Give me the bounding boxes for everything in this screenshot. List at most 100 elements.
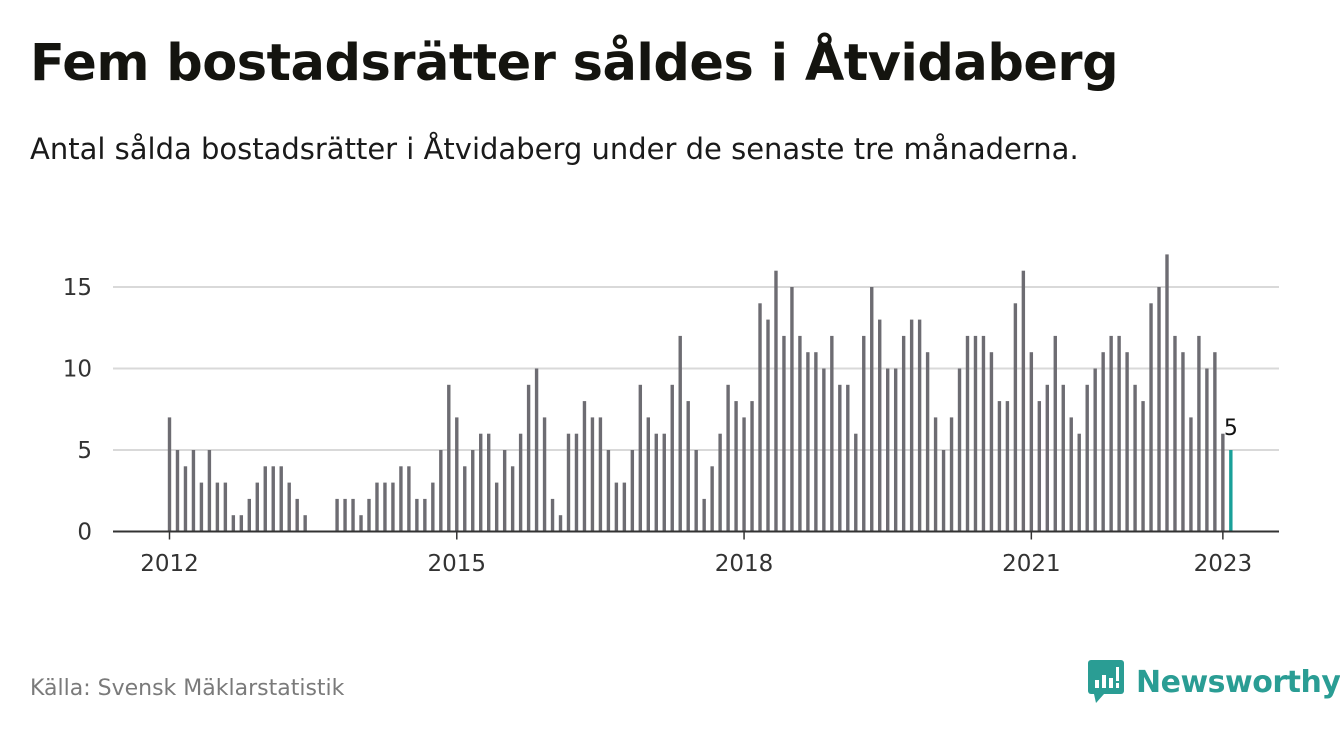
bar (215, 482, 220, 532)
bar (479, 433, 483, 532)
x-tick-label: 2015 (428, 551, 487, 577)
bar (223, 482, 228, 532)
bar (175, 450, 180, 532)
bar (670, 384, 674, 532)
bar (925, 352, 930, 532)
bar (870, 287, 874, 532)
bar (614, 482, 619, 532)
bar (678, 335, 682, 532)
bar (774, 270, 778, 532)
bar (798, 335, 802, 532)
bar (1149, 303, 1153, 532)
bar (1101, 352, 1105, 532)
bar (383, 482, 387, 532)
bar (1005, 401, 1010, 532)
bar (862, 335, 866, 532)
bar (965, 335, 970, 532)
bar (463, 466, 467, 532)
bar-latest (1229, 450, 1233, 532)
bar (510, 466, 515, 532)
bar (710, 466, 714, 532)
bar (590, 417, 595, 532)
bar (255, 482, 259, 532)
bar (487, 433, 491, 532)
bar (893, 368, 898, 532)
bar (917, 319, 922, 532)
bars: 5 (167, 254, 1238, 532)
bar (343, 498, 347, 532)
bar (542, 417, 547, 532)
bar (303, 515, 307, 532)
bar (335, 498, 339, 532)
bar (662, 433, 666, 532)
bar (957, 368, 962, 532)
bar (782, 335, 786, 532)
bar (1021, 270, 1026, 532)
bar (574, 433, 579, 532)
bar (718, 433, 722, 532)
x-tick-label: 2018 (715, 551, 774, 577)
chart-title: Fem bostadsrätter såldes i Åtvidaberg (30, 34, 1119, 93)
bar (1013, 303, 1018, 532)
bar (423, 498, 427, 532)
bar (407, 466, 411, 532)
bar (1133, 384, 1137, 532)
bar (191, 450, 196, 532)
newsworthy-logo[interactable]: Newsworthy (1088, 660, 1340, 704)
bar (239, 515, 244, 532)
bar (1125, 352, 1129, 532)
bar (558, 515, 563, 532)
bar-chart: 5 0 5 10 15 2012 2015 2018 2021 2023 (63, 254, 1279, 577)
newsworthy-logo-text: Newsworthy (1136, 664, 1340, 700)
bar (1181, 352, 1185, 532)
bar (1069, 417, 1073, 532)
bar (989, 352, 994, 532)
bar (199, 482, 204, 532)
y-tick-label: 5 (77, 438, 92, 464)
bar (758, 303, 762, 532)
bar (295, 498, 299, 532)
bar (526, 384, 531, 532)
bar (359, 515, 363, 532)
bar (271, 466, 275, 532)
source-note: Källa: Svensk Mäklarstatistik (30, 676, 345, 701)
bar (1109, 335, 1113, 532)
bar (854, 433, 858, 532)
bar (933, 417, 938, 532)
bar (1213, 352, 1217, 532)
bar (630, 450, 635, 532)
bar (518, 433, 523, 532)
y-tick-label: 10 (63, 357, 92, 383)
bar (1053, 335, 1057, 532)
bar (167, 417, 172, 532)
bar (279, 466, 283, 532)
bar (1037, 401, 1042, 532)
bar (654, 433, 658, 532)
bar (726, 384, 730, 532)
bar (814, 352, 818, 532)
bar (1173, 335, 1177, 532)
bar (846, 384, 850, 532)
bar (1221, 433, 1225, 532)
bar (582, 401, 587, 532)
bar (766, 319, 770, 532)
bar (1157, 287, 1161, 532)
bar (886, 368, 890, 532)
bar (949, 417, 954, 532)
bar (1029, 352, 1034, 532)
x-tick-label: 2012 (140, 551, 199, 577)
y-tick-label: 0 (77, 520, 92, 546)
bar (447, 384, 451, 532)
bar (686, 401, 690, 532)
bar (534, 368, 539, 532)
bar (263, 466, 267, 532)
bar (1045, 384, 1049, 532)
bar (1061, 384, 1065, 532)
bar (1093, 368, 1097, 532)
bar (638, 384, 643, 532)
bar (391, 482, 395, 532)
bar (439, 450, 443, 532)
bar (878, 319, 882, 532)
bar (901, 335, 906, 532)
bar (997, 401, 1002, 532)
